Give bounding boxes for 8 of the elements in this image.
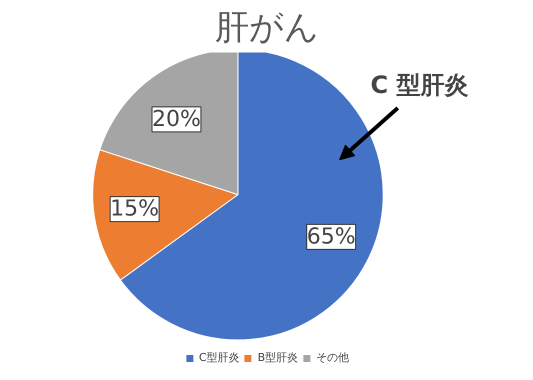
data-label: 20% xyxy=(152,106,201,132)
legend-label: B型肝炎 xyxy=(258,350,298,365)
data-label: 15% xyxy=(110,196,160,222)
legend-label: その他 xyxy=(316,350,350,365)
text: C 型肝炎 xyxy=(370,70,469,99)
data-label: 65% xyxy=(306,224,356,250)
chart-title: 肝がん xyxy=(215,8,319,48)
legend-label: C型肝炎 xyxy=(198,350,240,365)
